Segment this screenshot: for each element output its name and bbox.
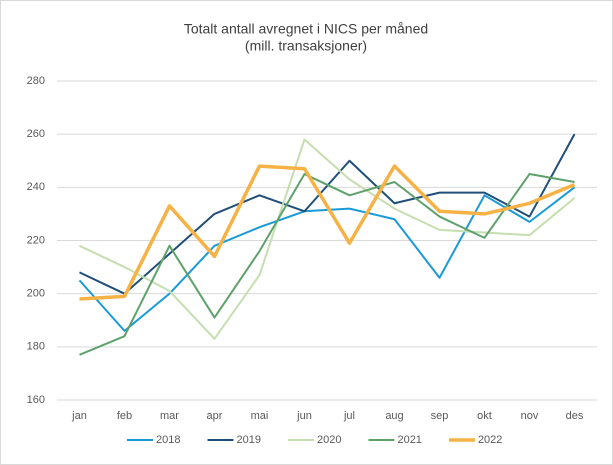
y-tick-label: 220 <box>27 234 45 246</box>
chart-subtitle: (mill. transaksjoner) <box>245 38 367 54</box>
x-tick-label: mar <box>160 410 179 422</box>
x-tick-label: feb <box>117 410 132 422</box>
legend-label: 2019 <box>236 434 260 446</box>
x-tick-label: okt <box>477 410 492 422</box>
series-line <box>78 186 576 332</box>
series-line <box>79 173 575 356</box>
legend-label: 2021 <box>397 434 421 446</box>
series-line <box>79 164 576 301</box>
x-tick-label: des <box>566 410 584 422</box>
x-tick-label: jun <box>296 410 312 422</box>
chart-title: Totalt antall avregnet i NICS per måned <box>184 21 428 37</box>
x-tick-label: aug <box>385 410 403 422</box>
y-tick-label: 260 <box>27 128 45 140</box>
legend-label: 2022 <box>478 434 502 446</box>
legend-label: 2018 <box>156 434 180 446</box>
y-tick-label: 200 <box>27 288 45 300</box>
y-tick-label: 240 <box>27 181 45 193</box>
x-tick-label: apr <box>207 410 223 422</box>
y-tick-label: 180 <box>27 341 45 353</box>
x-tick-label: jan <box>71 410 87 422</box>
series-line <box>79 138 576 340</box>
x-tick-label: nov <box>521 410 539 422</box>
y-tick-label: 280 <box>27 75 45 87</box>
x-tick-label: sep <box>431 410 449 422</box>
legend-label: 2020 <box>317 434 341 446</box>
x-tick-label: mai <box>251 410 269 422</box>
y-tick-label: 160 <box>27 394 45 406</box>
x-tick-label: jul <box>343 410 355 422</box>
